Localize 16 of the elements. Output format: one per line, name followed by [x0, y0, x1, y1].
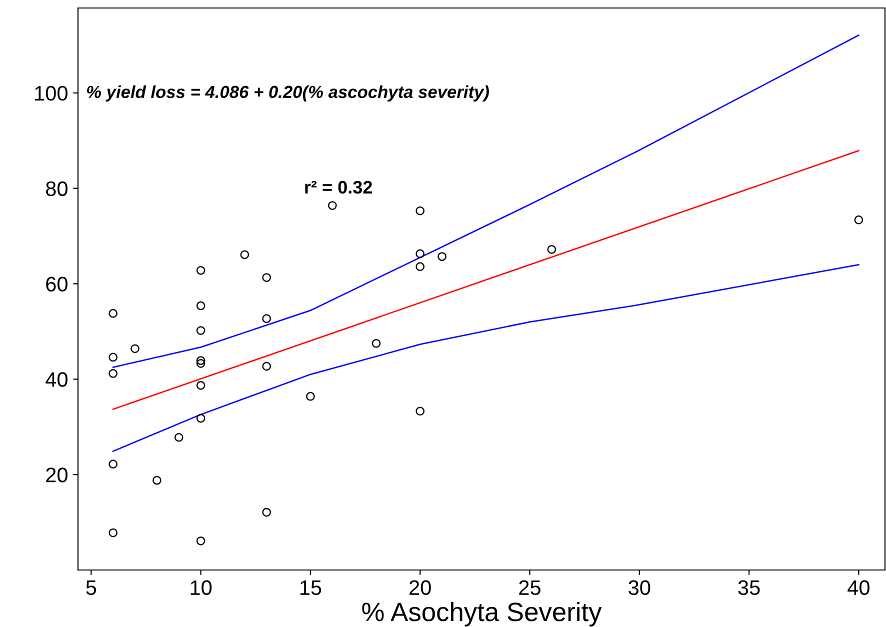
y-tick-label: 60: [46, 276, 68, 292]
x-tick-label: 25: [519, 580, 540, 596]
x-tick-label: 15: [300, 580, 322, 596]
x-tick-label: 5: [86, 580, 96, 596]
y-tick-label: 20: [46, 468, 68, 482]
x-tick-label: 10: [190, 580, 212, 596]
x-tick-label: 35: [738, 580, 760, 596]
y-tick-label: 80: [46, 181, 68, 196]
annotation: % yield loss = 4.086 + 0.20(% ascochyta severity): [87, 85, 489, 102]
x-axis-title: % Asochyta Severity: [362, 602, 602, 627]
x-tick-label: 40: [848, 580, 870, 596]
x-tick-label: 20: [410, 580, 431, 596]
x-tick-label: 30: [628, 580, 650, 596]
annotation: r² = 0.32: [305, 180, 372, 194]
y-tick-label: 100: [35, 86, 68, 101]
y-tick-label: 40: [46, 372, 68, 387]
